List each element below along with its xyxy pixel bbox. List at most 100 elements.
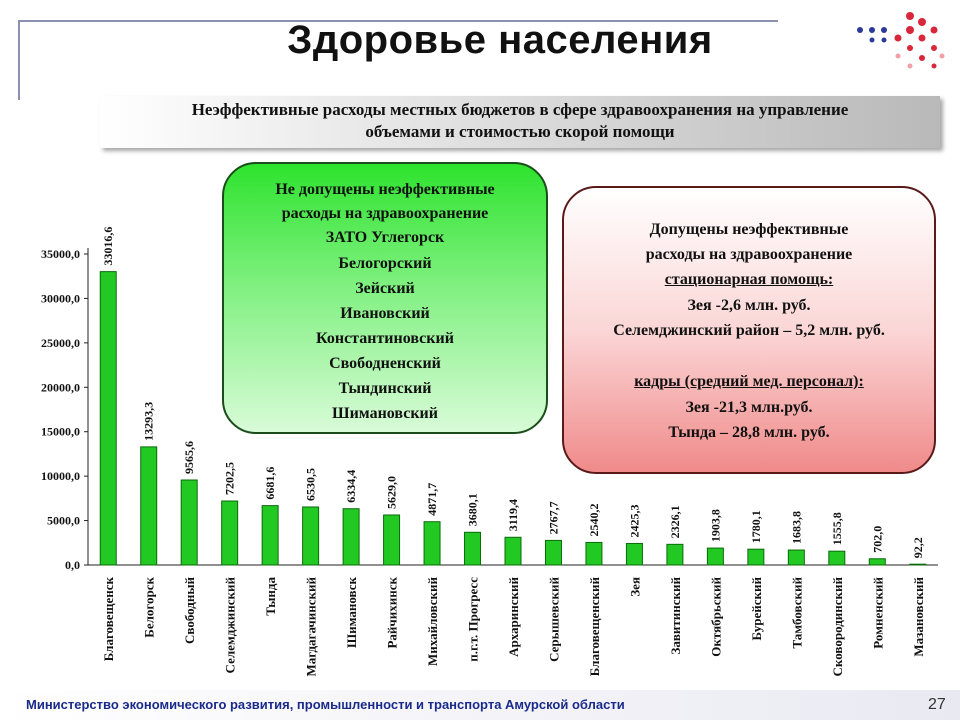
category-label: Благовещенский [587,577,602,677]
subtitle-line-2: объемами и стоимостью скорой помощи [365,122,675,141]
bar [666,543,684,566]
value-label: 2767,7 [546,501,560,534]
value-label: 6530,5 [304,468,318,501]
red-box-line: Допущены неэффективные [649,221,849,238]
category-label: п.г.т. Прогресс [466,577,481,662]
value-label: 1555,8 [830,512,844,545]
green-box-line: Зейский [355,280,415,297]
bar [464,531,482,566]
category-label: Зея [627,577,642,597]
y-tick-label: 15000,0 [41,425,80,439]
value-label: 33016,6 [101,227,115,266]
value-label: 2425,3 [627,504,641,537]
y-tick-label: 10000,0 [41,469,80,483]
category-label: Архаринский [506,576,521,656]
bar [625,542,643,566]
bar [302,506,320,566]
red-box-line: Селемджинский район – 5,2 млн. руб. [613,322,885,339]
bar [221,500,239,566]
value-label: 2326,1 [668,505,682,538]
bar [383,514,401,566]
bar [706,547,724,566]
bar [140,446,158,566]
category-label: Райчихинск [385,576,400,648]
green-box-line: ЗАТО Углегорск [325,229,445,246]
category-label: Белогорск [142,576,157,637]
category-label: Серышевский [546,577,561,662]
bar [868,558,886,566]
green-box-line: Ивановский [340,305,430,322]
green-box-line: расходы на здравоохранение [281,205,489,222]
category-label: Бурейский [749,577,764,641]
red-box-line: Тында – 28,8 млн. руб. [668,424,830,441]
category-label: Тамбовский [789,577,804,649]
value-label: 3680,1 [466,493,480,526]
logo-dots-icon [857,12,945,69]
value-label: 2540,2 [587,503,601,536]
subtitle-band [100,96,940,148]
subtitle: Неэффективные расходы местных бюджетов в… [100,99,940,143]
bar [585,541,603,566]
frame-line-left [18,20,20,100]
category-label: Свободный [182,576,197,643]
red-box-line-underlined: кадры (средний мед. персонал): [634,373,864,390]
category-label: Тында [263,577,278,616]
value-label: 6334,4 [344,470,358,503]
green-box-line: Белогорский [338,255,432,272]
value-label: 3119,4 [506,499,520,531]
green-box-line: Шимановский [332,405,438,422]
bar [261,505,279,566]
value-label: 4871,7 [425,483,439,516]
green-info-box: Не допущены неэффективные расходы на здр… [222,162,548,434]
bar [747,548,765,566]
category-label: Селемджинский [223,577,238,674]
y-tick-label: 30000,0 [41,291,80,305]
value-label: 1683,8 [789,511,803,544]
value-label: 6681,6 [263,467,277,500]
category-label: Магдагачинский [304,576,319,676]
category-label: Октябрьский [708,576,723,656]
bar [828,550,846,566]
red-box-line: расходы на здравоохранение [645,246,853,263]
bar [504,536,522,566]
value-label: 92,2 [911,537,925,558]
y-tick-label: 25000,0 [41,336,80,350]
frame-line-top [18,20,778,22]
green-box-line: Свободненский [329,355,441,372]
value-label: 1903,8 [708,509,722,542]
value-label: 7202,5 [223,462,237,495]
bar [99,271,117,566]
red-box-line-underlined: стационарная помощь: [664,271,834,288]
bar [423,521,441,566]
subtitle-line-1: Неэффективные расходы местных бюджетов в… [191,100,849,119]
footer-bar [0,690,960,720]
y-tick-label: 5000,0 [47,514,80,528]
value-label: 9565,6 [182,441,196,474]
value-label: 5629,0 [385,476,399,509]
category-label: Ромненский [870,576,885,648]
green-box-line: Не допущены неэффективные [275,181,495,198]
category-label: Михайловский [425,576,440,665]
red-box-line: Зея -21,3 млн.руб. [685,399,813,416]
green-box-line: Тындинский [338,380,432,397]
red-box-line: Зея -2,6 млн. руб. [687,297,811,314]
category-label: Благовещенск [101,576,116,661]
y-tick-label: 35000,0 [41,247,80,261]
category-label: Мазановский [911,577,926,657]
bar [909,563,927,566]
bar [180,479,198,566]
bar [544,539,562,566]
page-title: Здоровье населения [287,18,713,62]
y-tick-label: 0,0 [65,558,80,572]
green-box-line: Константиновский [316,330,454,347]
y-tick-label: 20000,0 [41,380,80,394]
bar [787,549,805,566]
red-info-box: Допущены неэффективные расходы на здраво… [562,186,936,474]
footer-text: Министерство экономического развития, пр… [26,697,625,712]
category-label: Завитинский [668,576,683,654]
category-label: Шимановск [344,576,359,648]
value-label: 1780,1 [749,510,763,543]
value-label: 702,0 [870,526,884,553]
page-number: 27 [928,696,946,713]
